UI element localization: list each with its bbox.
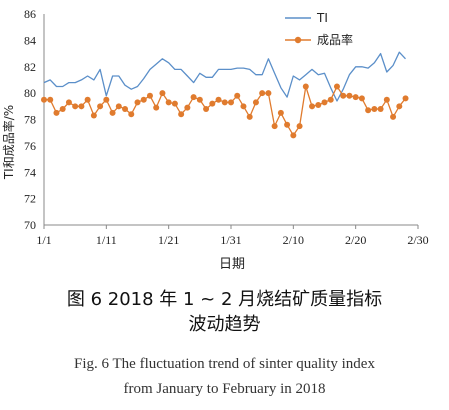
y-tick-labels: 70 72 74 76 78 80 82 84 86 — [24, 7, 36, 232]
y-tick-label: 72 — [24, 192, 36, 206]
data-point — [97, 103, 104, 110]
y-tick-label: 74 — [24, 165, 36, 179]
data-point — [284, 121, 291, 128]
data-point — [309, 103, 316, 110]
data-point — [259, 90, 266, 97]
data-point — [271, 123, 278, 130]
x-tick-label: 2/10 — [283, 233, 304, 247]
y-tick-label: 82 — [24, 60, 36, 74]
data-point — [203, 105, 210, 112]
data-point — [122, 105, 129, 112]
x-tick-label: 1/31 — [220, 233, 241, 247]
x-tick-label: 2/20 — [345, 233, 366, 247]
data-point — [47, 96, 54, 103]
data-point — [196, 96, 203, 103]
data-point — [371, 105, 378, 112]
data-point — [59, 105, 66, 112]
data-point — [140, 96, 147, 103]
data-point — [115, 103, 122, 110]
data-point — [396, 103, 403, 110]
data-point — [134, 99, 141, 106]
data-point — [340, 92, 347, 99]
data-point — [184, 104, 191, 111]
y-tick-label: 80 — [24, 86, 36, 100]
data-point — [171, 100, 178, 107]
data-point — [265, 90, 272, 97]
data-point — [159, 90, 166, 97]
y-tick-label: 70 — [24, 218, 36, 232]
y-tick-label: 86 — [24, 7, 36, 21]
data-point — [246, 113, 253, 120]
chart-legend: TI 成品率 — [285, 11, 353, 47]
data-point — [41, 96, 47, 103]
data-point — [53, 109, 60, 116]
data-point — [103, 96, 110, 103]
chart-axes — [43, 14, 419, 229]
figure-caption-cn-line1: 图 6 2018 年 1 ~ 2 月烧结矿质量指标 — [66, 289, 383, 310]
data-point — [402, 95, 409, 102]
data-point — [327, 96, 334, 103]
x-axis-label: 日期 — [219, 257, 245, 270]
data-point — [346, 92, 353, 99]
data-point — [315, 101, 322, 108]
data-point — [209, 100, 216, 107]
legend-label-yield: 成品率 — [317, 32, 353, 47]
data-point — [365, 107, 372, 114]
data-point — [252, 99, 259, 106]
y-axis-label: TI和成品率/% — [1, 105, 16, 180]
series-lines — [41, 51, 409, 139]
data-point — [128, 111, 135, 118]
y-tick-label: 84 — [24, 33, 36, 47]
data-point — [221, 99, 228, 106]
y-tick-label: 76 — [24, 139, 36, 153]
legend-label-ti: TI — [316, 11, 328, 25]
x-tick-label: 1/21 — [158, 233, 179, 247]
data-point — [153, 104, 160, 111]
figure-caption-en-line1: Fig. 6 The fluctuation trend of sinter q… — [74, 356, 375, 372]
x-tick-label: 1/11 — [96, 233, 117, 247]
data-point — [333, 83, 340, 90]
x-tick-label: 1/1 — [36, 233, 51, 247]
x-tick-labels: 1/1 1/11 1/21 1/31 2/10 2/20 2/30 — [36, 233, 428, 247]
data-point — [72, 103, 79, 110]
data-point — [228, 99, 234, 106]
series-line-ti — [43, 51, 406, 102]
data-point — [290, 132, 297, 139]
data-point — [190, 94, 197, 101]
data-point — [358, 95, 365, 102]
data-point — [90, 112, 97, 119]
data-point — [296, 123, 303, 130]
figure-caption-cn-line2: 波动趋势 — [188, 314, 261, 335]
data-point — [109, 109, 116, 116]
data-point — [165, 99, 172, 106]
data-point — [240, 103, 247, 110]
data-point — [178, 111, 185, 118]
data-point — [78, 103, 85, 110]
data-point — [383, 96, 390, 103]
data-point — [65, 99, 72, 106]
data-point — [377, 105, 384, 112]
line-chart: 70 72 74 76 78 80 82 84 86 1/1 1/11 1/21 1/31 2/10 2/… — [1, 7, 429, 270]
data-point — [390, 113, 397, 120]
x-tick-label: 2/30 — [407, 233, 428, 247]
data-point — [84, 96, 91, 103]
data-point — [146, 92, 153, 99]
y-tick-label: 78 — [24, 113, 36, 127]
figure-caption-en-line2: from January to February in 2018 — [123, 381, 326, 397]
data-point — [352, 94, 359, 101]
legend-marker — [294, 36, 302, 44]
data-point — [321, 99, 328, 106]
data-point — [277, 109, 284, 116]
data-point — [302, 83, 309, 90]
data-point — [215, 96, 222, 103]
data-point — [234, 92, 241, 99]
